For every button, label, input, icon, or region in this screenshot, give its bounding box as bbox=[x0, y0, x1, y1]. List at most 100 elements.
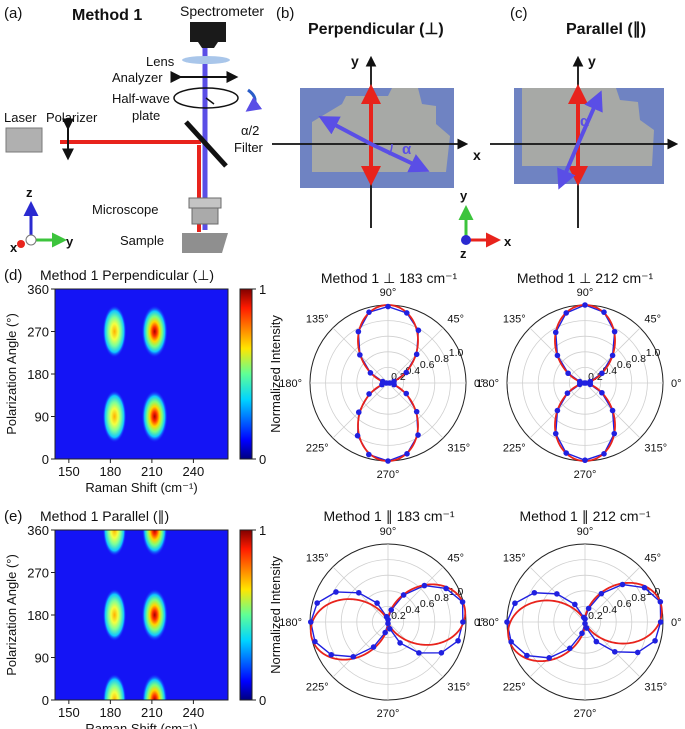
heatmap-xtick-label-2: 210 bbox=[141, 464, 163, 479]
polar-data-point-4 bbox=[598, 590, 605, 597]
polar-angle-label-4: 180° bbox=[476, 617, 499, 629]
polar-data-point-13 bbox=[312, 638, 318, 645]
polar-data-point-2 bbox=[403, 369, 410, 376]
triad-x-label: x bbox=[10, 240, 18, 255]
polar-par-212-title: Method 1 ∥ 212 cm⁻¹ bbox=[519, 508, 650, 524]
polar-r-label-1: 0.4 bbox=[603, 604, 618, 616]
polar-data-point-2 bbox=[599, 370, 605, 377]
polar-data-point-12 bbox=[383, 380, 390, 386]
heatmap-ytick-label-0: 0 bbox=[42, 693, 49, 708]
heatmap-peak-0 bbox=[102, 390, 127, 443]
microscope-objective-icon bbox=[191, 207, 219, 225]
polar-r-label-2: 0.6 bbox=[420, 598, 435, 610]
polar-data-point-1 bbox=[459, 599, 466, 605]
polar-data-point-9 bbox=[357, 352, 363, 358]
polar-r-label-2: 0.6 bbox=[420, 359, 435, 371]
polar-data-point-21 bbox=[609, 407, 616, 414]
polar-angle-label-2: 90° bbox=[577, 287, 594, 299]
heatmap-xlabel: Raman Shift (cm⁻¹) bbox=[85, 480, 197, 495]
polar-data-point-17 bbox=[579, 630, 585, 637]
polar-angle-label-0: 0° bbox=[671, 378, 682, 390]
polar-perp-212-title: Method 1 ⊥ 212 cm⁻¹ bbox=[517, 270, 654, 286]
polar-angle-label-2: 90° bbox=[577, 526, 594, 538]
heatmap-peak-3 bbox=[142, 674, 168, 700]
polar-angle-label-1: 45° bbox=[644, 314, 661, 326]
halfwave-plate-icon bbox=[173, 87, 239, 109]
heatmap-xlabel: Raman Shift (cm⁻¹) bbox=[85, 721, 197, 729]
polar-perp-183: Method 1 ⊥ 183 cm⁻¹ 0° 45° 90° 135° 180° 225°… bbox=[279, 270, 484, 481]
polar-data-point-14 bbox=[328, 651, 335, 658]
polar-angle-label-6: 270° bbox=[574, 469, 597, 481]
panel-e-label: (e) bbox=[4, 508, 22, 525]
polar-data-point-15 bbox=[355, 409, 362, 416]
heatmap-ytick-label-4: 360 bbox=[27, 282, 49, 297]
polar-angle-label-1: 45° bbox=[644, 553, 661, 565]
polar-angle-label-5: 225° bbox=[503, 681, 526, 693]
polar-data-point-8 bbox=[374, 600, 380, 606]
polar-spoke-315 bbox=[584, 621, 641, 678]
polar-data-point-23 bbox=[652, 637, 658, 644]
heatmap-background bbox=[55, 530, 228, 700]
polar-angle-label-6: 270° bbox=[574, 708, 597, 720]
polar-data-point-6 bbox=[582, 302, 588, 308]
polar-angle-label-3: 135° bbox=[306, 553, 329, 565]
heatmap-ytick-label-2: 180 bbox=[27, 367, 49, 382]
polar-perp-183-title: Method 1 ⊥ 183 cm⁻¹ bbox=[321, 270, 458, 286]
lens-label: Lens bbox=[146, 54, 175, 69]
polar-angle-label-5: 225° bbox=[306, 681, 329, 693]
panel-a-title: Method 1 bbox=[72, 7, 142, 24]
polar-angle-label-2: 90° bbox=[380, 287, 397, 299]
polar-data-point-19 bbox=[583, 625, 590, 631]
polar-data-point-9 bbox=[554, 352, 561, 359]
polar-data-point-16 bbox=[566, 645, 573, 652]
polar-data-point-18 bbox=[385, 458, 391, 464]
heatmap-ytick-label-4: 360 bbox=[27, 523, 49, 538]
polar-data-point-17 bbox=[382, 629, 388, 636]
heatmap-xtick-label-1: 180 bbox=[100, 464, 122, 479]
polar-data-point-4 bbox=[400, 592, 407, 598]
polar-r-label-2: 0.6 bbox=[617, 359, 632, 371]
polar-data-point-21 bbox=[611, 648, 618, 655]
triad-x-dot-icon bbox=[17, 240, 25, 248]
polar-data-point-14 bbox=[524, 652, 530, 659]
polar-data-point-7 bbox=[580, 614, 587, 621]
triad-y-label: y bbox=[66, 234, 74, 249]
polar-angle-label-4: 180° bbox=[279, 378, 302, 390]
polar-data-point-17 bbox=[366, 451, 372, 458]
polar-spoke-225 bbox=[332, 621, 389, 678]
heatmap-ytick-label-1: 90 bbox=[35, 410, 49, 425]
heatmap-peak-2 bbox=[102, 530, 127, 556]
heatmap-peak-0 bbox=[102, 674, 127, 700]
polar-angle-label-4: 180° bbox=[279, 617, 302, 629]
b-analyzer-arrow-1 bbox=[318, 116, 372, 146]
heatmap-peak-2 bbox=[141, 390, 168, 443]
polar-data-point-11 bbox=[512, 600, 518, 607]
polar-angle-label-3: 135° bbox=[503, 553, 526, 565]
polar-angle-label-3: 135° bbox=[306, 314, 329, 326]
polar-data-point-10 bbox=[367, 370, 374, 376]
polar-data-point-8 bbox=[572, 601, 578, 608]
polar-data-point-0 bbox=[657, 619, 664, 625]
rotation-arrow-icon bbox=[245, 88, 263, 112]
polar-angle-label-2: 90° bbox=[380, 526, 397, 538]
heatmap-xtick-label-2: 210 bbox=[141, 705, 163, 720]
polar-angle-label-4: 180° bbox=[476, 378, 499, 390]
heatmap-xtick-label-1: 180 bbox=[100, 705, 122, 720]
heatmap-ytick-label-0: 0 bbox=[42, 452, 49, 467]
heatmap-peak-4 bbox=[141, 589, 168, 641]
b-analyzer-arrow-2 bbox=[370, 142, 430, 173]
polar-data-point-21 bbox=[416, 650, 422, 656]
polar-angle-label-6: 270° bbox=[377, 708, 400, 720]
polar-data-point-18 bbox=[582, 620, 588, 627]
polar-data-point-23 bbox=[455, 637, 461, 644]
spectrometer-label: Spectrometer bbox=[180, 3, 264, 19]
flake-shape-c bbox=[522, 88, 654, 166]
polar-data-point-22 bbox=[599, 389, 605, 396]
heatmap-perpendicular: Method 1 Perpendicular (⊥) 150 180 210 240 0… bbox=[4, 267, 283, 495]
heatmap-peaks bbox=[102, 530, 168, 700]
flake-shape bbox=[312, 88, 450, 172]
polar-data-point-5 bbox=[403, 310, 410, 316]
polar-data-point-2 bbox=[641, 584, 648, 591]
polar-data-point-5 bbox=[601, 309, 607, 315]
polar-angle-label-0: 0° bbox=[474, 617, 485, 629]
